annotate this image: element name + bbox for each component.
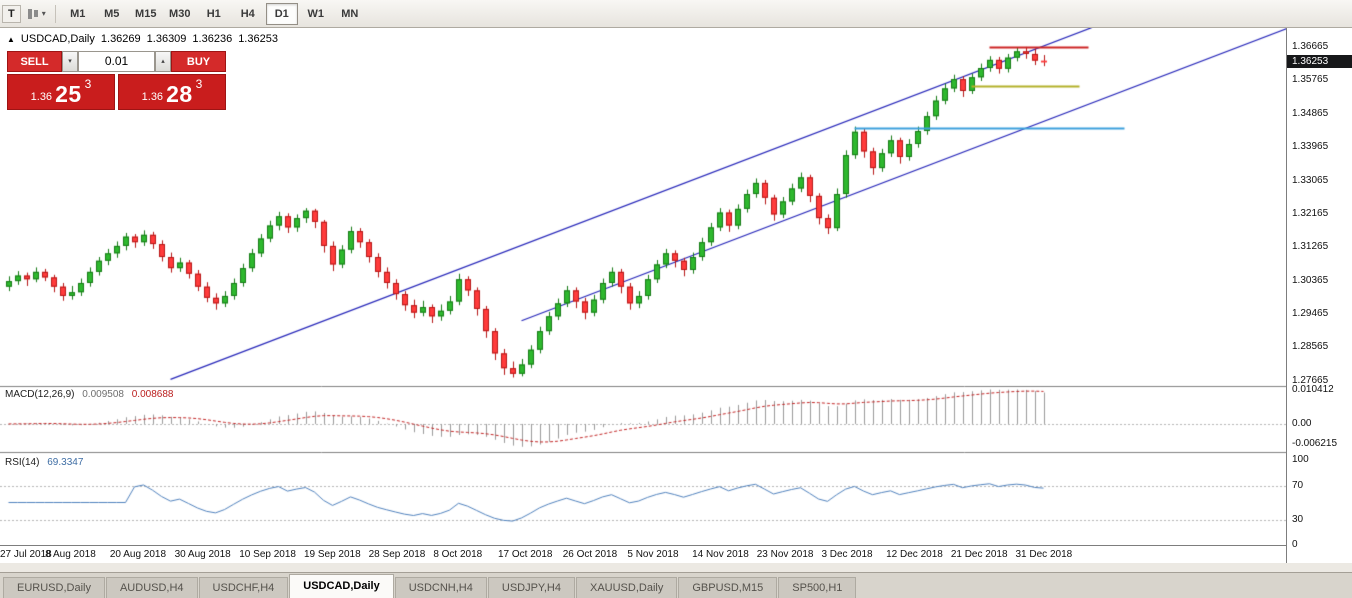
rsi-value: 69.3347 bbox=[47, 457, 84, 468]
timeframe-button-mn[interactable]: MN bbox=[341, 7, 359, 20]
date-axis-label: 10 Sep 2018 bbox=[239, 549, 296, 560]
date-axis-label: 14 Nov 2018 bbox=[692, 549, 749, 560]
volume-decrease-button[interactable]: ▾ bbox=[62, 51, 78, 72]
rsi-pane-header: RSI(14) 69.3347 bbox=[5, 457, 83, 468]
bid-price-point: 3 bbox=[84, 77, 92, 91]
timeframe-button-h4[interactable]: H4 bbox=[240, 7, 255, 20]
symbol-period-label: USDCAD,Daily bbox=[20, 33, 95, 45]
rsi-axis-label: 0 bbox=[1292, 539, 1298, 550]
chart-tab-usdjpy-h4[interactable]: USDJPY,H4 bbox=[487, 577, 575, 598]
bid-price-pips: 25 bbox=[55, 81, 82, 107]
price-axis-label: 1.31265 bbox=[1292, 241, 1329, 253]
quote-header: ▲ USDCAD,Daily 1.36269 1.36309 1.36236 1… bbox=[7, 33, 278, 45]
date-axis-label: 12 Dec 2018 bbox=[886, 549, 943, 560]
price-axis-label: 1.33965 bbox=[1292, 141, 1329, 153]
quote-low: 1.36236 bbox=[192, 33, 233, 45]
date-axis-label: 19 Sep 2018 bbox=[303, 549, 361, 560]
bid-price-box[interactable]: 1.36 25 3 bbox=[7, 74, 115, 110]
toolbar: T ▾ M1 M5 M15 M30 H1 H4 D1 W1 MN bbox=[0, 0, 1352, 28]
date-axis-label: 8 Oct 2018 bbox=[433, 549, 483, 560]
rsi-axis-label: 30 bbox=[1292, 513, 1304, 525]
timeframe-button-m30[interactable]: M30 bbox=[169, 7, 191, 20]
chart-canvas[interactable] bbox=[0, 28, 1286, 545]
chart-tab-usdcad-daily[interactable]: USDCAD,Daily bbox=[289, 574, 394, 598]
price-axis-label: 1.29465 bbox=[1292, 307, 1329, 319]
timeframe-button-m5[interactable]: M5 bbox=[104, 7, 120, 20]
macd-label: MACD(12,26,9) bbox=[5, 389, 75, 400]
chart-tab-audusd-h4[interactable]: AUDUSD,H4 bbox=[105, 577, 198, 598]
volume-increase-button[interactable]: ▴ bbox=[155, 51, 171, 72]
chart-tab-gbpusd-m15[interactable]: GBPUSD,M15 bbox=[678, 577, 778, 598]
timeframe-button-h1[interactable]: H1 bbox=[206, 7, 221, 20]
date-axis-label: 31 Dec 2018 bbox=[1015, 549, 1073, 560]
price-axis-label: 1.32165 bbox=[1292, 207, 1329, 219]
date-axis-label: 17 Oct 2018 bbox=[498, 549, 553, 560]
date-axis-label: 23 Nov 2018 bbox=[756, 549, 814, 560]
window-menu-button[interactable]: T bbox=[2, 4, 21, 23]
date-axis-label: 3 Dec 2018 bbox=[821, 549, 873, 560]
price-axis[interactable]: 1.36665 1.35765 1.34865 1.33965 1.33065 1.321… bbox=[1286, 28, 1352, 563]
price-axis-label: 1.35765 bbox=[1292, 74, 1329, 86]
quote-high: 1.36309 bbox=[146, 33, 187, 45]
timeframe-toolbar: M1 M5 M15 M30 H1 H4 D1 W1 MN bbox=[61, 2, 367, 25]
sell-button[interactable]: SELL bbox=[7, 51, 62, 72]
bid-price-prefix: 1.36 bbox=[30, 91, 53, 103]
toolbar-separator bbox=[54, 4, 56, 23]
candlestick-icon bbox=[27, 8, 32, 19]
date-axis-label: 21 Dec 2018 bbox=[950, 549, 1008, 560]
chart-type-button[interactable]: ▾ bbox=[24, 6, 50, 22]
chart-tab-xauusd-daily[interactable]: XAUUSD,Daily bbox=[575, 577, 678, 598]
chart-tab-bar: EURUSD,Daily AUDUSD,H4 USDCHF,H4 USDCAD,Dai… bbox=[0, 572, 1352, 598]
macd-axis-label: 0.00 bbox=[1292, 417, 1312, 429]
ask-price-point: 3 bbox=[195, 77, 203, 91]
chevron-down-icon: ▾ bbox=[41, 9, 46, 18]
rsi-axis-label: 100 bbox=[1292, 454, 1309, 465]
date-axis-label: 27 Jul 2018 bbox=[0, 549, 52, 560]
quote-close: 1.36253 bbox=[238, 33, 278, 45]
macd-pane-header: MACD(12,26,9) 0.009508 0.008688 bbox=[5, 389, 173, 400]
macd-signal-value: 0.008688 bbox=[131, 389, 174, 400]
price-axis-label: 1.34865 bbox=[1292, 107, 1329, 119]
price-axis-label: 1.33065 bbox=[1292, 174, 1329, 186]
volume-input[interactable]: 0.01 bbox=[78, 51, 155, 72]
ask-price-prefix: 1.36 bbox=[141, 91, 164, 103]
timeframe-button-w1[interactable]: W1 bbox=[307, 7, 325, 20]
macd-main-value: 0.009508 bbox=[82, 389, 124, 400]
date-axis-label: 28 Sep 2018 bbox=[368, 549, 426, 560]
chart-tab-sp500-h1[interactable]: SP500,H1 bbox=[778, 577, 857, 598]
timeframe-button-m1[interactable]: M1 bbox=[70, 7, 86, 20]
price-axis-label: 1.30365 bbox=[1292, 274, 1329, 286]
rsi-label: RSI(14) bbox=[5, 457, 40, 468]
candlestick-icon bbox=[33, 10, 38, 17]
chart-tab-usdcnh-h4[interactable]: USDCNH,H4 bbox=[394, 577, 487, 598]
timeframe-button-d1[interactable]: D1 bbox=[265, 2, 298, 25]
ask-price-box[interactable]: 1.36 28 3 bbox=[118, 74, 226, 110]
chart-tab-eurusd-daily[interactable]: EURUSD,Daily bbox=[3, 577, 105, 598]
price-axis-label: 1.27665 bbox=[1292, 374, 1329, 386]
quote-open: 1.36269 bbox=[100, 33, 141, 45]
date-axis-label: 8 Aug 2018 bbox=[45, 549, 96, 560]
date-axis-label: 26 Oct 2018 bbox=[562, 549, 618, 560]
rsi-axis-label: 70 bbox=[1292, 479, 1304, 491]
chart-tab-usdchf-h4[interactable]: USDCHF,H4 bbox=[198, 577, 289, 598]
date-axis-label: 5 Nov 2018 bbox=[627, 549, 679, 560]
one-click-trading-widget: SELL ▾ 0.01 ▴ BUY 1.36 25 3 1.36 28 3 bbox=[7, 51, 226, 110]
date-axis-label: 30 Aug 2018 bbox=[174, 549, 231, 560]
current-price-tag: 1.36253 bbox=[1287, 55, 1352, 69]
collapse-arrow-icon[interactable]: ▲ bbox=[7, 34, 15, 44]
macd-axis-label: -0.006215 bbox=[1292, 438, 1338, 450]
macd-axis-label: 0.010412 bbox=[1292, 383, 1334, 395]
timeframe-button-m15[interactable]: M15 bbox=[135, 7, 157, 20]
ask-price-pips: 28 bbox=[166, 81, 193, 107]
date-axis[interactable]: 27 Jul 2018 8 Aug 2018 20 Aug 2018 30 Aug 2… bbox=[0, 545, 1286, 563]
price-axis-label: 1.36665 bbox=[1292, 41, 1329, 53]
date-axis-label: 20 Aug 2018 bbox=[109, 549, 167, 560]
price-axis-label: 1.28565 bbox=[1292, 341, 1329, 353]
buy-button[interactable]: BUY bbox=[171, 51, 226, 72]
